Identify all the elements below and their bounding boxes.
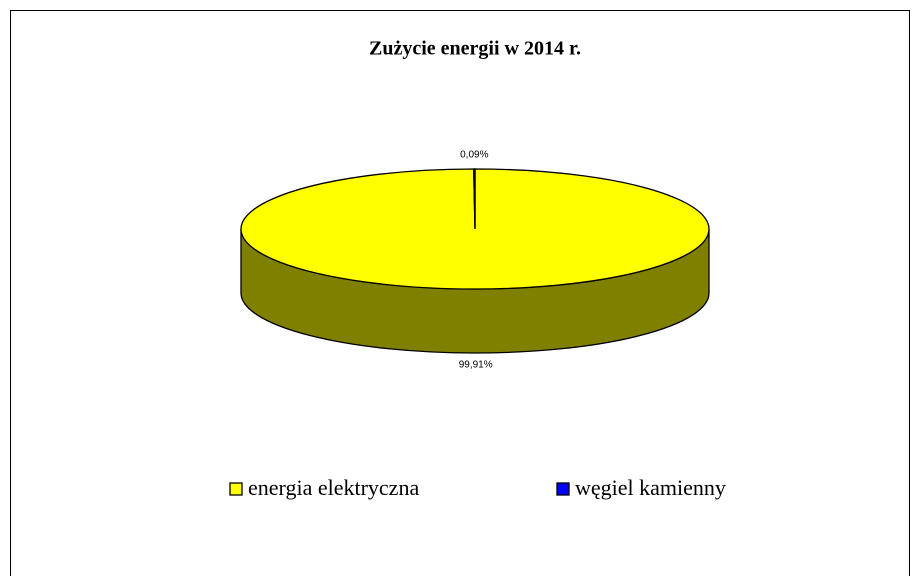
data-label: 0,09% (460, 150, 488, 161)
legend-label: węgiel kamienny (575, 475, 726, 500)
pie-slice (473, 168, 476, 230)
legend-swatch (229, 482, 243, 496)
legend-label: energia elektryczna (248, 475, 419, 500)
legend-swatch (556, 482, 570, 496)
chart-title: Zużycie energii w 2014 r. (369, 38, 581, 60)
data-label: 99,91% (459, 360, 493, 371)
